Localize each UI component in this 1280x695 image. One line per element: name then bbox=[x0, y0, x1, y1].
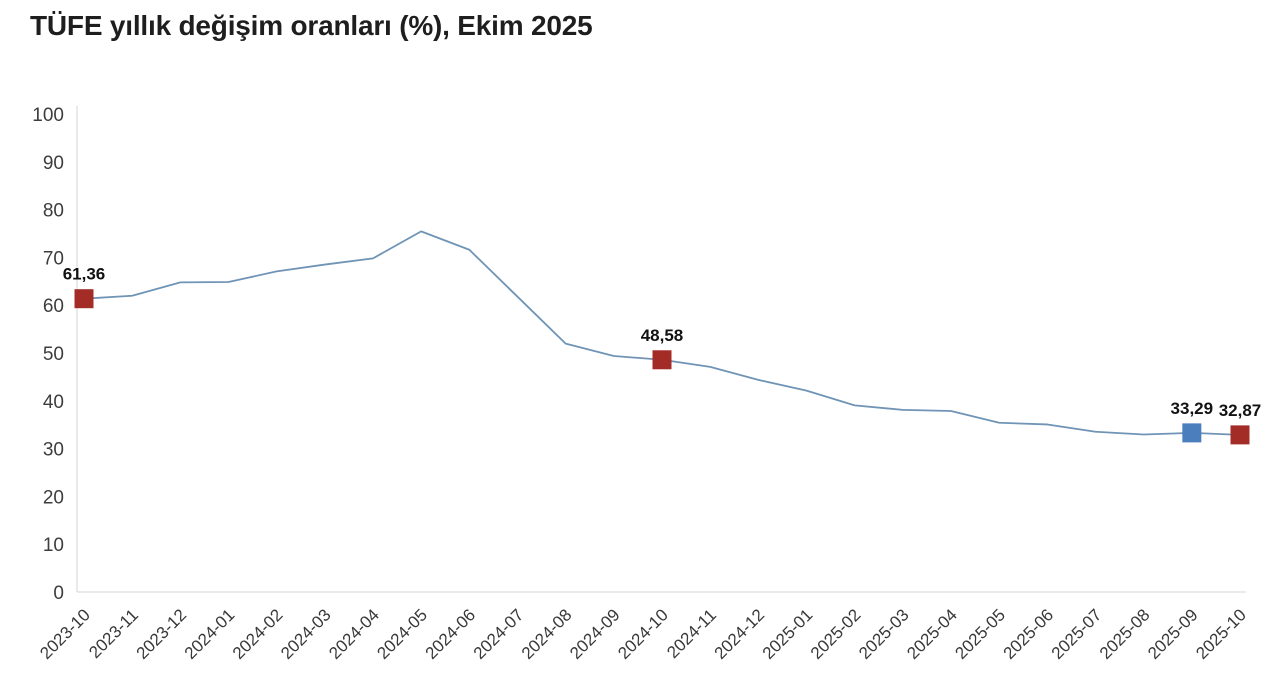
x-tick-label: 2024-12 bbox=[711, 605, 769, 663]
x-tick-label: 2024-05 bbox=[373, 605, 431, 663]
y-tick-label: 70 bbox=[43, 248, 64, 269]
data-point-label: 48,58 bbox=[641, 326, 684, 345]
y-tick-label: 40 bbox=[43, 392, 64, 413]
y-tick-label: 90 bbox=[43, 153, 64, 174]
data-point-label: 33,29 bbox=[1171, 399, 1214, 418]
x-tick-label: 2025-09 bbox=[1144, 605, 1202, 663]
x-tick-label: 2025-02 bbox=[807, 605, 865, 663]
x-tick-label: 2023-10 bbox=[36, 605, 94, 663]
x-tick-label: 2024-09 bbox=[566, 605, 624, 663]
x-tick-label: 2025-05 bbox=[951, 605, 1009, 663]
y-tick-label: 100 bbox=[32, 105, 64, 126]
data-point-label: 32,87 bbox=[1219, 401, 1262, 420]
x-tick-label: 2024-10 bbox=[614, 605, 672, 663]
data-point-marker[interactable] bbox=[1182, 423, 1202, 443]
x-tick-label: 2024-04 bbox=[325, 605, 383, 663]
x-tick-label: 2024-03 bbox=[277, 605, 335, 663]
y-tick-label: 30 bbox=[43, 440, 64, 461]
y-tick-label: 50 bbox=[43, 344, 64, 365]
x-tick-label: 2023-11 bbox=[85, 605, 142, 662]
x-tick-label: 2024-07 bbox=[470, 605, 528, 663]
x-tick-label: 2023-12 bbox=[133, 605, 191, 663]
x-tick-label: 2025-10 bbox=[1192, 605, 1250, 663]
y-tick-label: 10 bbox=[43, 535, 64, 556]
x-tick-label: 2024-01 bbox=[181, 605, 239, 663]
x-tick-label: 2025-08 bbox=[1096, 605, 1154, 663]
data-point-label: 61,36 bbox=[63, 265, 106, 284]
y-tick-label: 60 bbox=[43, 296, 64, 317]
data-point-marker[interactable] bbox=[1230, 425, 1250, 445]
x-tick-label: 2024-06 bbox=[422, 605, 480, 663]
x-tick-label: 2025-07 bbox=[1048, 605, 1106, 663]
x-tick-label: 2025-06 bbox=[1000, 605, 1058, 663]
x-tick-label: 2024-08 bbox=[518, 605, 576, 663]
x-tick-label: 2025-04 bbox=[903, 605, 961, 663]
x-tick-label: 2025-03 bbox=[855, 605, 913, 663]
y-tick-label: 80 bbox=[43, 201, 64, 222]
data-point-marker[interactable] bbox=[652, 350, 672, 370]
x-tick-label: 2024-11 bbox=[663, 605, 720, 662]
x-tick-label: 2025-01 bbox=[759, 605, 817, 663]
data-point-marker[interactable] bbox=[74, 289, 94, 309]
y-tick-label: 20 bbox=[43, 487, 64, 508]
chart-title: TÜFE yıllık değişim oranları (%), Ekim 2… bbox=[30, 10, 593, 41]
x-tick-label: 2024-02 bbox=[229, 605, 287, 663]
y-tick-label: 0 bbox=[53, 583, 64, 604]
